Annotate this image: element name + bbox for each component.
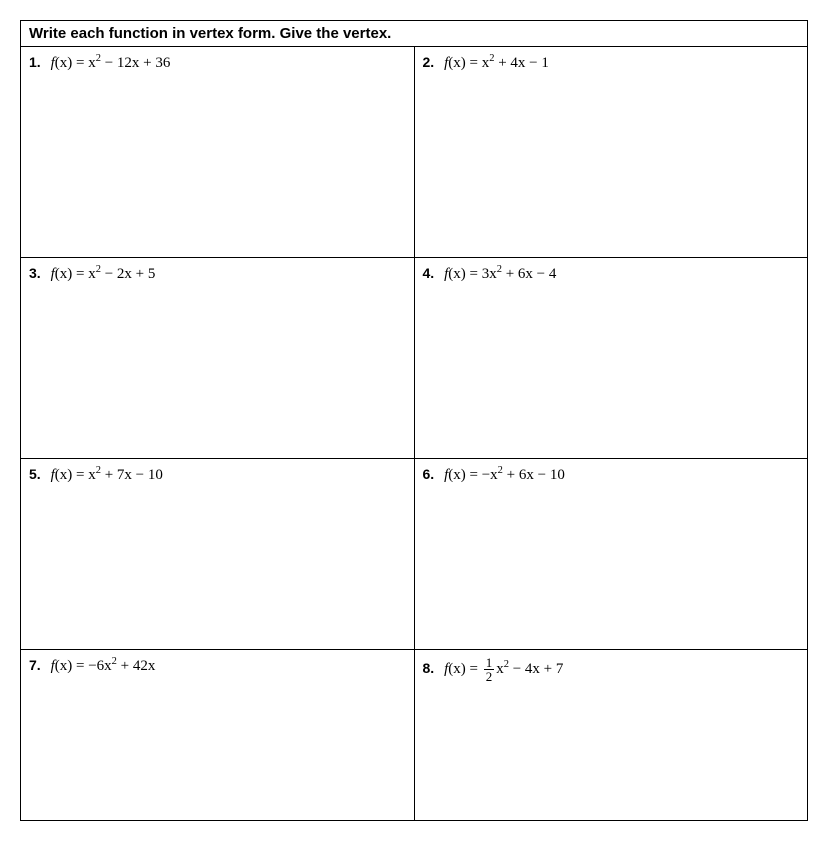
- math-expression: f(x) = x2 − 12x + 36: [51, 55, 171, 71]
- problem-row: 7. f(x) = −6x2 + 42x 8. f(x) = 12x2 − 4x…: [21, 650, 807, 820]
- math-expression: f(x) = 12x2 − 4x + 7: [444, 661, 563, 677]
- problem-number: 4.: [423, 265, 435, 281]
- problem-number: 7.: [29, 657, 41, 673]
- problem-number: 8.: [423, 660, 435, 676]
- problem-number: 2.: [423, 54, 435, 70]
- problem-text: 1. f(x) = x2 − 12x + 36: [29, 53, 406, 72]
- problem-text: 6. f(x) = −x2 + 6x − 10: [423, 465, 800, 484]
- problem-cell-6: 6. f(x) = −x2 + 6x − 10: [415, 459, 808, 649]
- problem-number: 1.: [29, 54, 41, 70]
- instructions-header: Write each function in vertex form. Give…: [21, 21, 807, 47]
- problem-text: 8. f(x) = 12x2 − 4x + 7: [423, 656, 800, 683]
- problem-row: 5. f(x) = x2 + 7x − 10 6. f(x) = −x2 + 6…: [21, 459, 807, 650]
- problem-cell-7: 7. f(x) = −6x2 + 42x: [21, 650, 415, 820]
- worksheet-table: Write each function in vertex form. Give…: [20, 20, 808, 821]
- problem-text: 2. f(x) = x2 + 4x − 1: [423, 53, 800, 72]
- problem-row: 3. f(x) = x2 − 2x + 5 4. f(x) = 3x2 + 6x…: [21, 258, 807, 459]
- math-expression: f(x) = −6x2 + 42x: [51, 658, 156, 674]
- problem-cell-2: 2. f(x) = x2 + 4x − 1: [415, 47, 808, 257]
- problem-cell-8: 8. f(x) = 12x2 − 4x + 7: [415, 650, 808, 820]
- problem-number: 3.: [29, 265, 41, 281]
- problem-number: 6.: [423, 466, 435, 482]
- math-expression: f(x) = x2 + 7x − 10: [51, 467, 163, 483]
- problem-text: 3. f(x) = x2 − 2x + 5: [29, 264, 406, 283]
- problem-text: 5. f(x) = x2 + 7x − 10: [29, 465, 406, 484]
- problem-cell-5: 5. f(x) = x2 + 7x − 10: [21, 459, 415, 649]
- math-expression: f(x) = x2 + 4x − 1: [444, 55, 549, 71]
- problem-number: 5.: [29, 466, 41, 482]
- problem-cell-4: 4. f(x) = 3x2 + 6x − 4: [415, 258, 808, 458]
- problem-text: 4. f(x) = 3x2 + 6x − 4: [423, 264, 800, 283]
- problem-cell-3: 3. f(x) = x2 − 2x + 5: [21, 258, 415, 458]
- math-expression: f(x) = 3x2 + 6x − 4: [444, 266, 556, 282]
- problem-cell-1: 1. f(x) = x2 − 12x + 36: [21, 47, 415, 257]
- problem-text: 7. f(x) = −6x2 + 42x: [29, 656, 406, 675]
- problem-row: 1. f(x) = x2 − 12x + 36 2. f(x) = x2 + 4…: [21, 47, 807, 258]
- fraction: 12: [484, 656, 495, 683]
- math-expression: f(x) = −x2 + 6x − 10: [444, 467, 565, 483]
- math-expression: f(x) = x2 − 2x + 5: [51, 266, 156, 282]
